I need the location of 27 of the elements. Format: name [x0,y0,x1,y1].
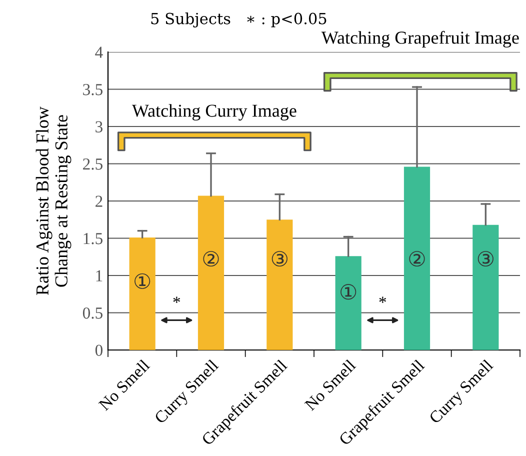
bar [335,256,362,350]
annotation: * [379,296,386,303]
annotation: ③ [272,250,288,267]
bar [266,220,293,350]
annotation: Watching Curry Image [132,104,296,121]
y-tick-label: 3.5 [83,84,102,96]
y-tick-label: 3 [96,121,102,132]
bar [198,196,224,350]
bar [129,238,156,350]
chart-title: 5 Subjects ∗ : p<0.05 [151,12,326,28]
annotation: ① [340,284,356,300]
y-axis-title: Ratio Against Blood Flow Change at Resting State [36,106,72,296]
y-tick-label: 4 [95,46,103,58]
y-tick-label: 0.5 [82,307,102,319]
text: Watching Grapefruit Image [321,30,519,48]
annotation: * [173,296,180,303]
y-tick-label: 2.5 [83,158,102,170]
bar [404,166,430,350]
y-tick-label: 0 [95,344,103,356]
bar [472,224,499,350]
annotation: ① [134,273,150,289]
annotation: ③ [478,250,494,267]
y-tick-label: 1 [96,270,102,282]
annotation: ② [203,250,219,267]
annotation: ② [409,250,425,267]
y-tick-label: 1.5 [84,233,102,244]
y-tick-label: 2 [96,196,102,207]
